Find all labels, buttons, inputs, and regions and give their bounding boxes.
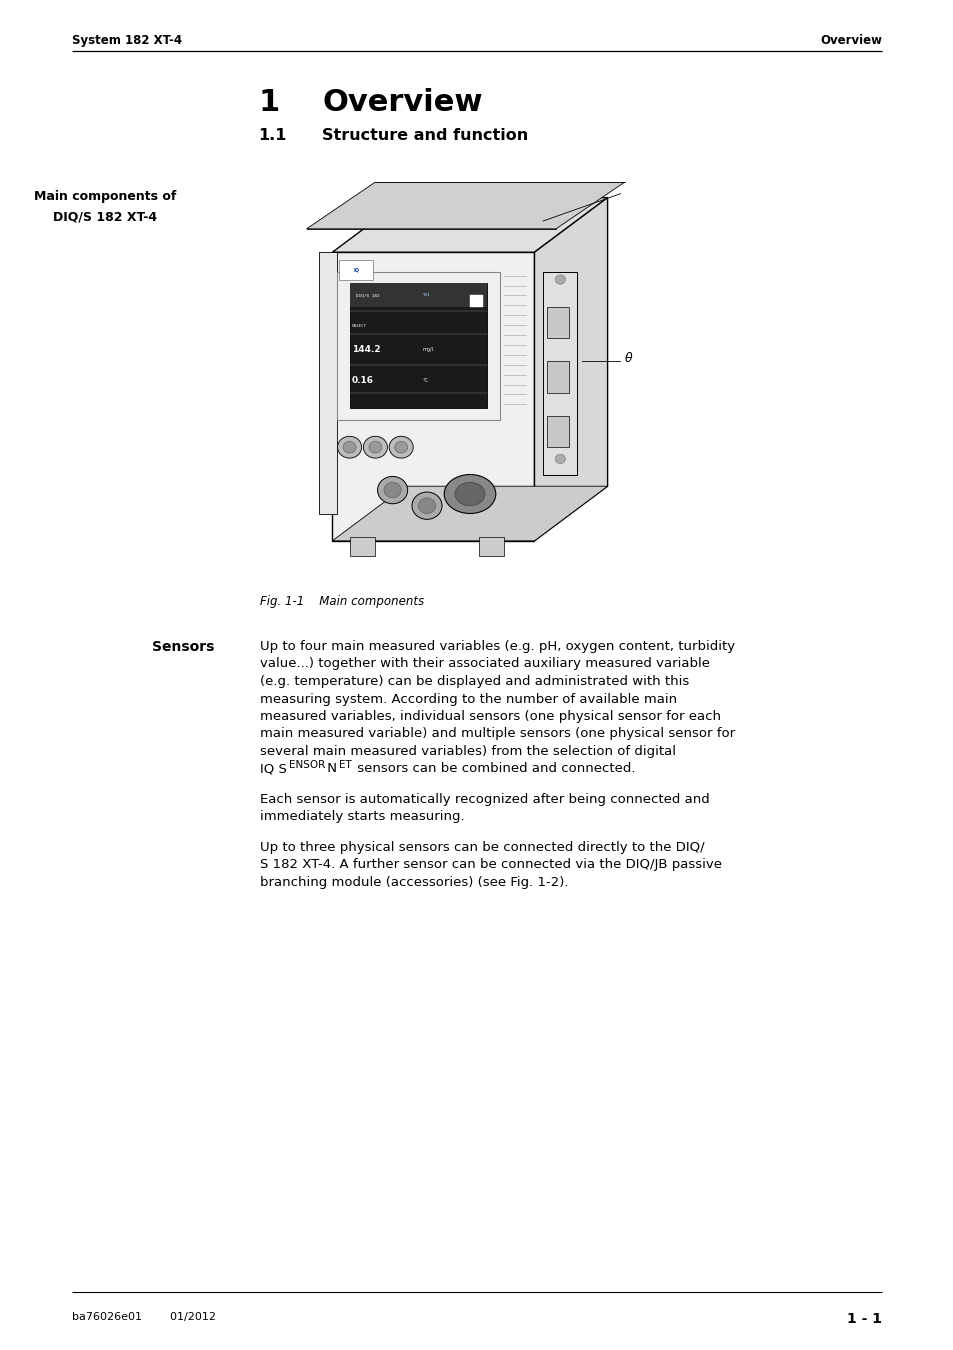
Text: Overview: Overview: [322, 88, 482, 117]
Text: °C: °C: [422, 378, 428, 383]
Text: branching module (accessories) (see Fig. 1-2).: branching module (accessories) (see Fig.…: [260, 876, 568, 890]
FancyBboxPatch shape: [470, 296, 482, 306]
Text: immediately starts measuring.: immediately starts measuring.: [260, 810, 464, 824]
Text: S 182 XT-4. A further sensor can be connected via the DIQ/JB passive: S 182 XT-4. A further sensor can be conn…: [260, 859, 721, 872]
Circle shape: [555, 454, 565, 463]
Text: N: N: [323, 763, 336, 775]
Circle shape: [384, 482, 401, 498]
Polygon shape: [332, 252, 534, 541]
Text: Up to four main measured variables (e.g. pH, oxygen content, turbidity: Up to four main measured variables (e.g.…: [260, 640, 735, 653]
Text: 1: 1: [257, 88, 279, 117]
Text: measured variables, individual sensors (one physical sensor for each: measured variables, individual sensors (…: [260, 710, 720, 724]
FancyBboxPatch shape: [349, 537, 375, 556]
FancyBboxPatch shape: [547, 362, 568, 393]
Text: Sensors: Sensors: [152, 640, 214, 653]
Text: 1 - 1: 1 - 1: [846, 1312, 882, 1326]
Text: Overview: Overview: [820, 34, 882, 47]
Circle shape: [412, 491, 441, 520]
Text: IQ: IQ: [353, 267, 358, 273]
Text: 1.1: 1.1: [257, 128, 286, 143]
Text: ENSOR: ENSOR: [288, 760, 324, 771]
Text: IQ S: IQ S: [260, 763, 287, 775]
Text: 144.2: 144.2: [352, 346, 380, 354]
Text: 0.16: 0.16: [352, 377, 374, 385]
Circle shape: [555, 275, 565, 285]
FancyBboxPatch shape: [547, 306, 568, 338]
Text: System 182 XT-4: System 182 XT-4: [71, 34, 182, 47]
Polygon shape: [332, 486, 607, 541]
Ellipse shape: [444, 474, 496, 513]
Circle shape: [343, 441, 355, 454]
Text: YSI: YSI: [422, 293, 430, 297]
FancyBboxPatch shape: [478, 537, 504, 556]
Text: ba76026e01        01/2012: ba76026e01 01/2012: [71, 1312, 215, 1322]
Text: several main measured variables) from the selection of digital: several main measured variables) from th…: [260, 745, 676, 757]
Text: Main components of: Main components of: [33, 190, 176, 202]
Text: Each sensor is automatically recognized after being connected and: Each sensor is automatically recognized …: [260, 792, 709, 806]
Circle shape: [395, 441, 407, 454]
Circle shape: [389, 436, 413, 458]
Text: mg/l: mg/l: [422, 347, 434, 352]
Text: DIQ/S 182: DIQ/S 182: [355, 293, 379, 297]
Text: Structure and function: Structure and function: [322, 128, 528, 143]
Circle shape: [369, 441, 381, 454]
Text: $\theta$: $\theta$: [624, 351, 633, 364]
FancyBboxPatch shape: [349, 284, 487, 306]
Text: (e.g. temperature) can be displayed and administrated with this: (e.g. temperature) can be displayed and …: [260, 675, 688, 688]
FancyBboxPatch shape: [542, 271, 577, 474]
FancyBboxPatch shape: [338, 261, 373, 279]
Text: Up to three physical sensors can be connected directly to the DIQ/: Up to three physical sensors can be conn…: [260, 841, 704, 855]
Polygon shape: [534, 197, 607, 541]
Polygon shape: [319, 252, 336, 513]
Circle shape: [363, 436, 387, 458]
Text: DIQ/S 182 XT-4: DIQ/S 182 XT-4: [52, 211, 157, 223]
Circle shape: [337, 436, 361, 458]
Polygon shape: [306, 182, 624, 228]
Circle shape: [418, 498, 436, 513]
Text: OBJECT: OBJECT: [352, 324, 366, 328]
Text: main measured variable) and multiple sensors (one physical sensor for: main measured variable) and multiple sen…: [260, 728, 735, 741]
Text: measuring system. According to the number of available main: measuring system. According to the numbe…: [260, 693, 677, 706]
Text: ET: ET: [338, 760, 351, 771]
Text: sensors can be combined and connected.: sensors can be combined and connected.: [353, 763, 635, 775]
Text: Fig. 1-1    Main components: Fig. 1-1 Main components: [260, 595, 424, 608]
FancyBboxPatch shape: [349, 284, 487, 408]
Text: value...) together with their associated auxiliary measured variable: value...) together with their associated…: [260, 657, 709, 671]
Polygon shape: [332, 197, 607, 252]
FancyBboxPatch shape: [547, 416, 568, 447]
Circle shape: [377, 477, 407, 504]
Ellipse shape: [455, 482, 484, 506]
